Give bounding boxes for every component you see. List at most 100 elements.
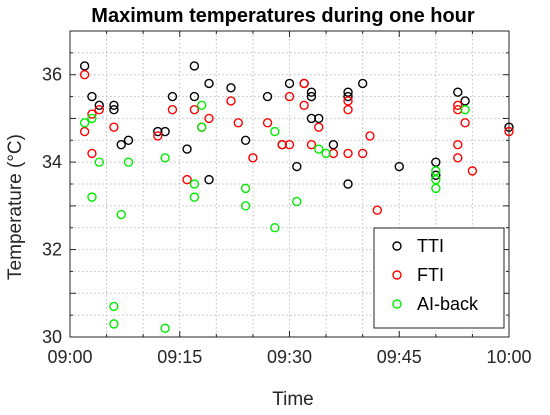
legend-marker xyxy=(392,299,402,309)
data-point xyxy=(328,139,339,150)
data-point xyxy=(116,139,126,150)
data-point xyxy=(196,122,207,132)
legend: TTI FTI AI-back xyxy=(373,227,505,329)
data-point xyxy=(79,61,90,71)
data-point xyxy=(167,91,178,102)
data-point xyxy=(233,118,243,128)
data-point xyxy=(292,196,302,207)
data-point xyxy=(460,96,470,106)
data-point xyxy=(357,148,368,159)
data-point xyxy=(79,118,90,128)
y-tick-label: 30 xyxy=(42,327,62,347)
data-point xyxy=(240,135,251,145)
data-point xyxy=(189,192,200,202)
series-tti xyxy=(79,61,514,189)
x-tick-label: 09:30 xyxy=(267,347,312,367)
legend-label: AI-back xyxy=(417,294,479,314)
data-point xyxy=(87,113,97,124)
data-point xyxy=(116,209,126,220)
x-tick-label: 09:15 xyxy=(157,347,202,367)
legend-marker xyxy=(392,241,402,251)
data-point xyxy=(262,91,273,102)
data-point xyxy=(431,174,441,185)
data-point xyxy=(204,174,214,185)
data-point xyxy=(306,91,317,102)
data-point xyxy=(167,104,178,115)
data-point xyxy=(460,118,470,128)
data-point xyxy=(453,153,463,163)
series-fti xyxy=(79,70,514,215)
data-point xyxy=(87,91,97,102)
data-point xyxy=(306,87,317,97)
data-point xyxy=(87,148,97,159)
data-point xyxy=(431,183,441,194)
data-point xyxy=(460,104,470,115)
data-point xyxy=(189,179,200,189)
data-point xyxy=(431,157,441,167)
data-point xyxy=(240,183,251,194)
data-point xyxy=(87,192,97,202)
data-point xyxy=(306,139,317,150)
data-point xyxy=(182,174,192,185)
data-point xyxy=(394,161,404,172)
chart-title: Maximum temperatures during one hour xyxy=(91,5,475,27)
data-point xyxy=(467,166,478,176)
data-point xyxy=(160,323,170,333)
data-point xyxy=(87,109,97,119)
data-point xyxy=(189,61,200,71)
data-point xyxy=(314,113,324,124)
data-point xyxy=(299,100,309,111)
data-point xyxy=(343,91,353,102)
legend-marker xyxy=(392,270,402,280)
data-point xyxy=(314,122,324,132)
data-point xyxy=(94,104,104,115)
data-point xyxy=(270,126,280,137)
y-tick-label: 34 xyxy=(42,152,62,172)
data-point xyxy=(226,83,236,93)
data-point xyxy=(109,122,119,132)
series-ai-back xyxy=(79,100,470,333)
x-axis-label: Time xyxy=(272,389,314,410)
x-tick-label: 09:45 xyxy=(377,347,422,367)
data-point xyxy=(343,148,353,159)
data-point xyxy=(431,166,441,176)
data-point xyxy=(321,148,331,159)
data-point xyxy=(123,135,134,145)
data-point xyxy=(299,78,309,89)
data-point xyxy=(292,161,302,172)
data-point xyxy=(248,153,258,163)
data-point xyxy=(160,126,170,137)
data-point xyxy=(284,78,295,89)
data-point xyxy=(79,70,90,80)
data-point xyxy=(189,104,200,115)
data-point xyxy=(262,118,273,128)
data-point xyxy=(94,100,104,111)
y-axis-label: Temperature (°C) xyxy=(5,134,26,280)
data-point xyxy=(365,131,375,141)
data-point xyxy=(153,131,163,141)
data-point xyxy=(204,78,214,89)
data-point xyxy=(453,100,463,111)
data-point xyxy=(226,96,236,106)
data-point xyxy=(160,153,170,163)
data-point xyxy=(189,91,200,102)
data-point xyxy=(372,205,382,215)
data-point xyxy=(343,179,353,189)
data-point xyxy=(314,144,324,154)
data-point xyxy=(109,319,119,329)
data-point xyxy=(284,91,295,102)
data-point xyxy=(504,126,514,137)
data-point xyxy=(453,139,463,150)
data-point xyxy=(182,144,192,154)
data-point xyxy=(123,157,134,167)
data-point xyxy=(453,87,463,97)
data-point xyxy=(94,157,104,167)
data-point xyxy=(204,113,214,124)
axis-ticks: 09:00 09:15 09:30 09:45 10:00 30 32 34 36 xyxy=(42,30,532,367)
x-tick-label: 09:00 xyxy=(47,347,92,367)
data-point xyxy=(431,170,441,180)
x-tick-label: 10:00 xyxy=(486,347,531,367)
data-point xyxy=(240,201,251,211)
legend-box xyxy=(373,227,505,329)
